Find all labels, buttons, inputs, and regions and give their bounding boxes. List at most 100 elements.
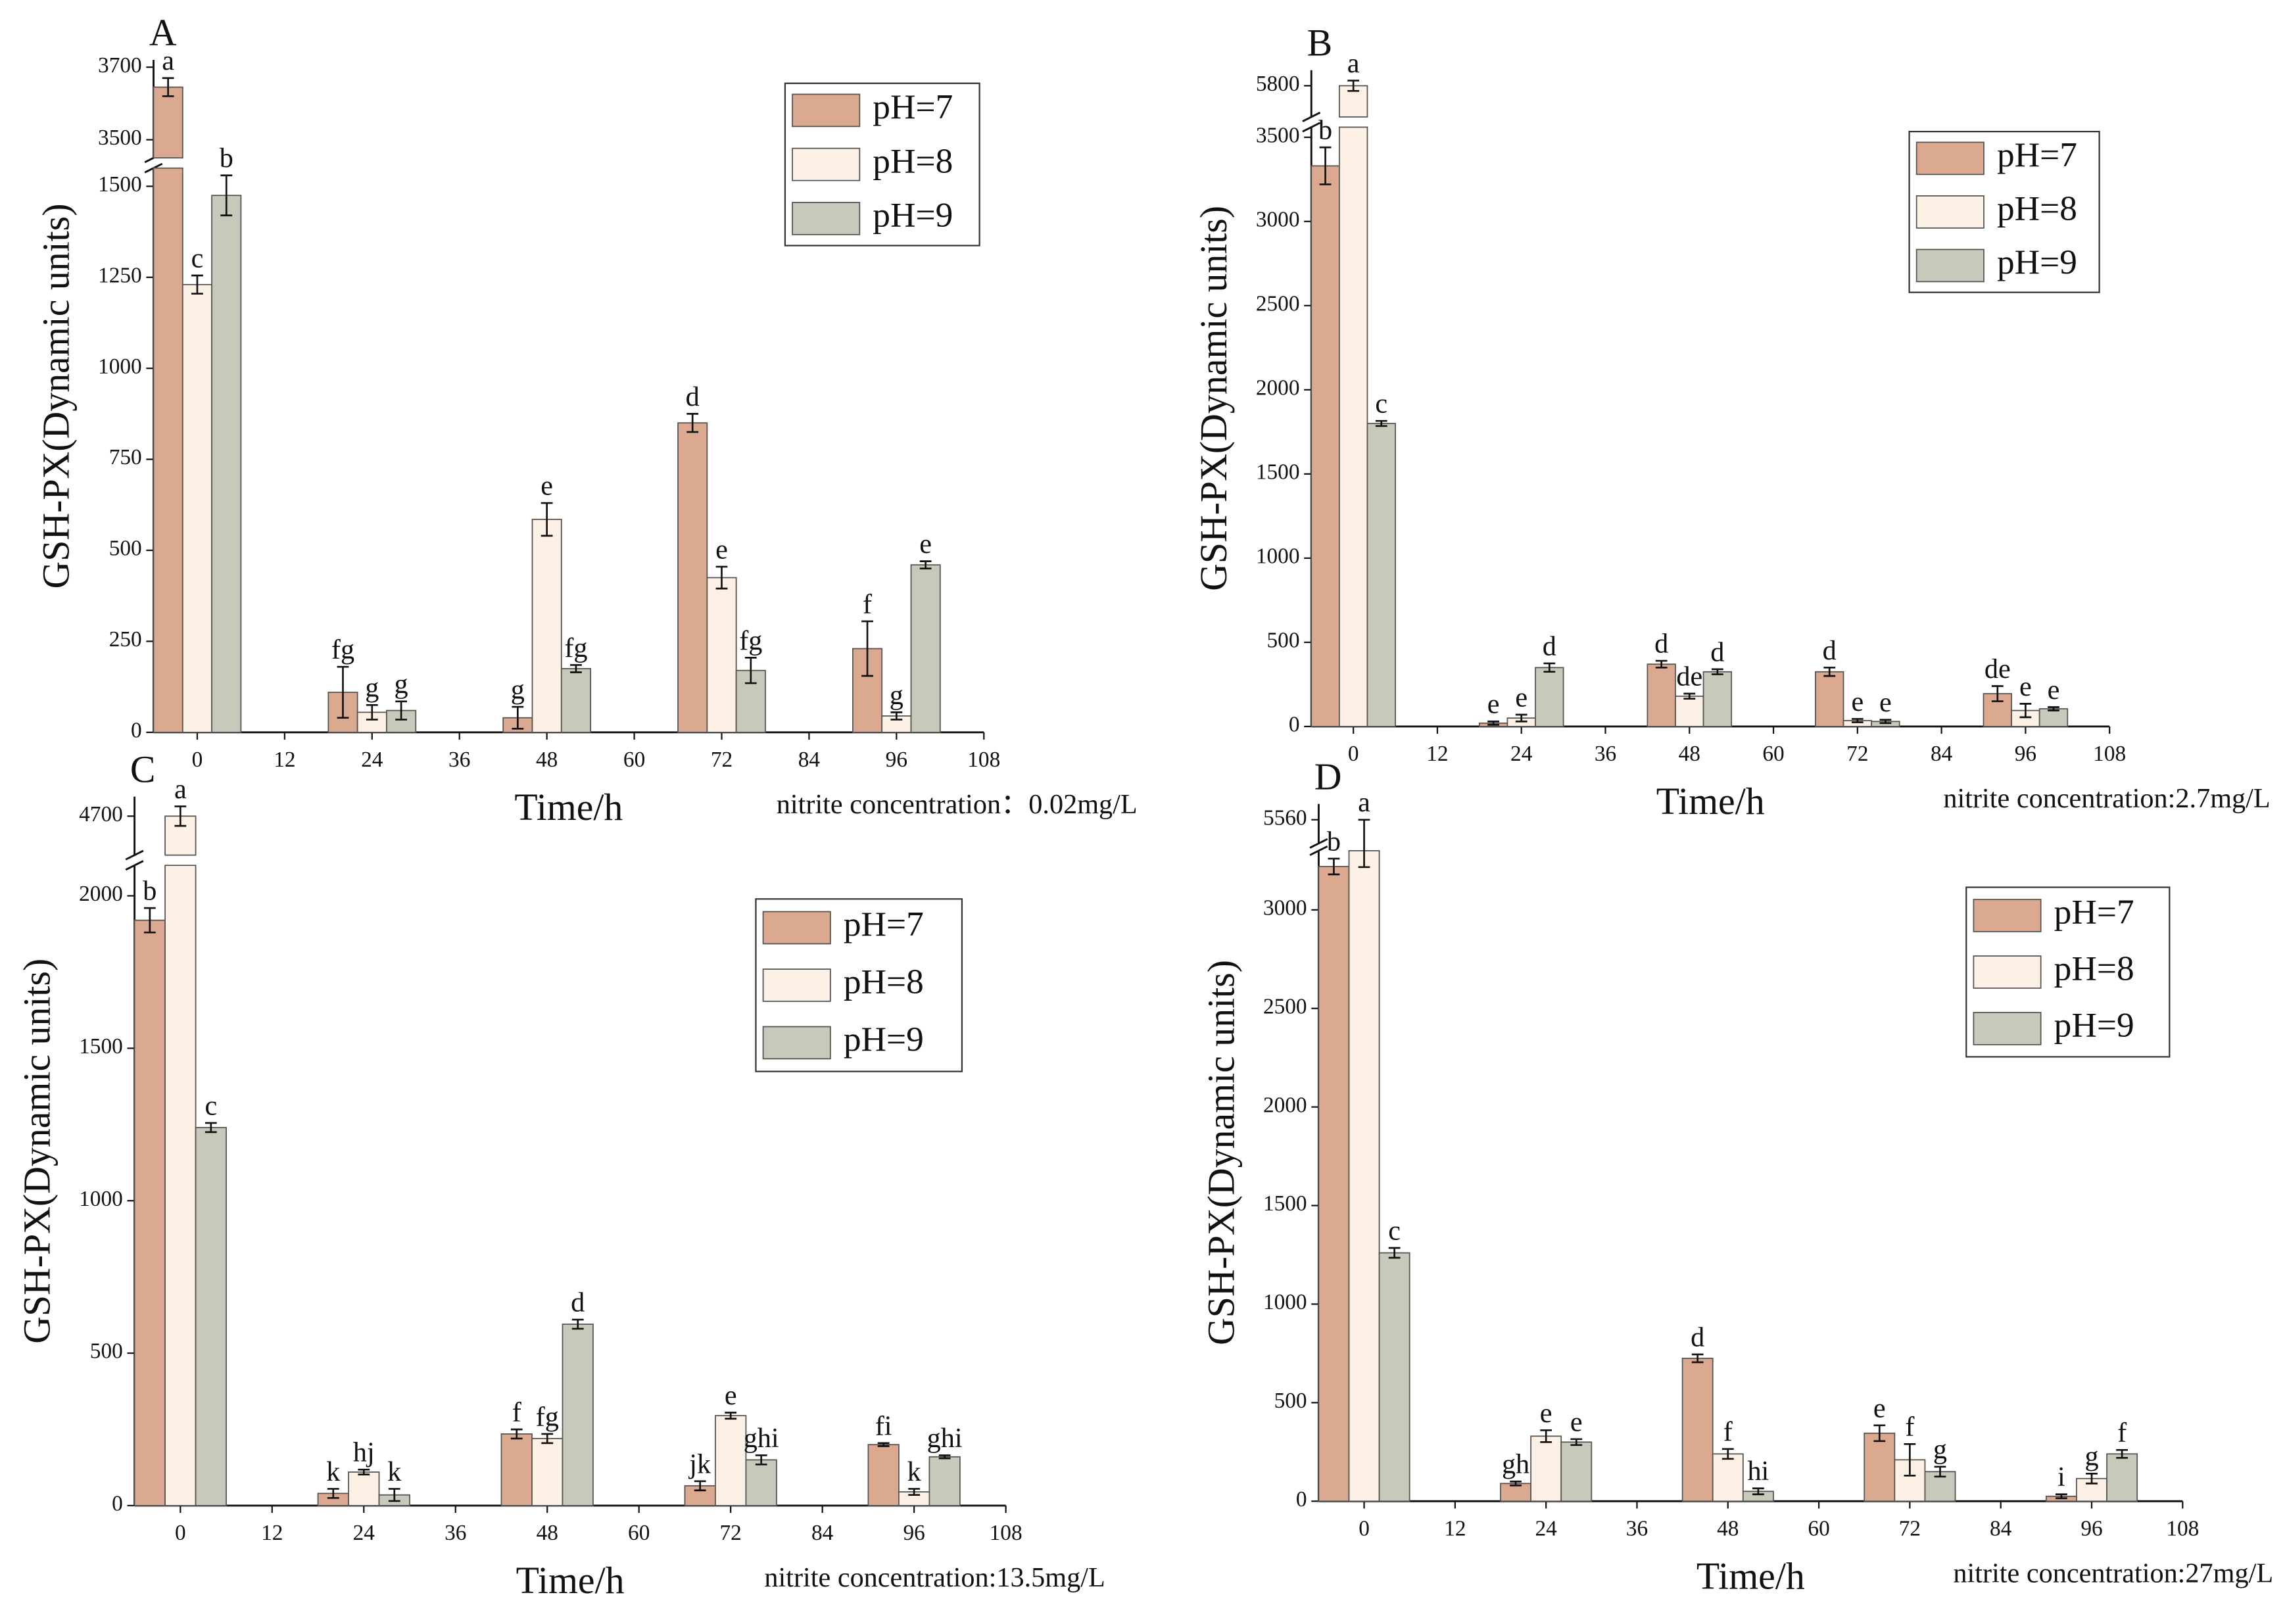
y-tick-label: 3700 <box>98 53 142 78</box>
panel-label: A <box>149 11 177 54</box>
panel-label: D <box>1314 755 1342 798</box>
y-tick-label: 1500 <box>98 172 142 197</box>
x-axis-label: Time/h <box>1696 1555 1805 1598</box>
y-tick-label: 500 <box>1266 629 1299 653</box>
x-tick-label: 12 <box>1444 1516 1466 1540</box>
legend-swatch <box>762 1026 831 1060</box>
letter-label: e <box>1873 1393 1886 1423</box>
y-tick-label: 1500 <box>1256 460 1300 485</box>
y-tick-label: 0 <box>112 1492 123 1516</box>
legend-label: pH=8 <box>1997 189 2077 228</box>
letter-label: e <box>715 534 728 565</box>
bar-part <box>1318 866 1350 1502</box>
legend-swatch <box>762 968 831 1002</box>
bar <box>1681 1358 1714 1502</box>
y-tick-label: 5560 <box>1263 805 1307 830</box>
x-tick-label: 72 <box>720 1521 742 1545</box>
x-axis-label: Time/h <box>514 786 623 828</box>
y-tick-label: 2500 <box>1263 994 1307 1018</box>
letter-label: e <box>1879 687 1892 718</box>
bar-part <box>1338 126 1368 727</box>
x-tick-label: 60 <box>628 1521 650 1545</box>
y-tick-label: 1000 <box>1256 544 1300 569</box>
y-tick-label: 2500 <box>1256 291 1300 316</box>
y-axis-label: GSH-PX(Dynamic units) <box>1192 206 1235 591</box>
bar-part <box>2038 708 2069 727</box>
x-tick-label: 72 <box>1899 1516 1921 1540</box>
letter-label: jk <box>688 1448 711 1479</box>
bar-part <box>1378 1252 1410 1502</box>
y-tick-label: 3500 <box>98 126 142 150</box>
x-tick-label: 60 <box>1808 1516 1829 1540</box>
bar-part <box>677 422 708 733</box>
x-tick-label: 0 <box>1359 1516 1370 1540</box>
legend-swatch <box>762 911 831 945</box>
bar <box>1815 671 1844 727</box>
bar-part <box>2106 1453 2138 1502</box>
bar-part <box>562 1324 594 1506</box>
bar <box>1560 1441 1593 1502</box>
letter-label: g <box>1933 1434 1947 1465</box>
letter-label: f <box>1905 1412 1915 1443</box>
letter-label: c <box>1375 389 1387 419</box>
letter-label: f <box>863 588 873 619</box>
legend-swatch <box>1915 249 1984 283</box>
letter-label: k <box>907 1456 922 1487</box>
x-tick-label: 36 <box>1595 742 1616 766</box>
legend-label: pH=7 <box>873 87 953 126</box>
x-tick-label: 72 <box>1846 742 1868 766</box>
y-tick-label: 750 <box>109 445 142 469</box>
bar-part <box>1560 1441 1593 1502</box>
x-axis-label: Time/h <box>1656 780 1765 823</box>
bar <box>1338 85 1368 727</box>
letter-label: a <box>162 45 174 76</box>
bar <box>677 422 708 733</box>
bar-part <box>181 283 212 733</box>
annotation: nitrite concentration:27mg/L <box>1953 1558 2273 1588</box>
legend-label: pH=7 <box>844 904 924 943</box>
x-tick-label: 36 <box>1626 1516 1648 1540</box>
bar <box>715 1415 747 1506</box>
bar-part <box>745 1459 777 1506</box>
annotation: nitrite concentration:2.7mg/L <box>1943 783 2270 814</box>
letter-label: a <box>1347 48 1360 79</box>
legend-swatch <box>1973 955 2042 989</box>
y-tick-label: 0 <box>1289 713 1300 737</box>
bar-part <box>500 1433 533 1506</box>
x-tick-label: 0 <box>1348 742 1359 766</box>
letter-label: g <box>511 675 525 705</box>
letter-label: e <box>919 529 932 560</box>
bar <box>2038 708 2069 727</box>
letter-label: de <box>1676 661 1702 692</box>
x-tick-label: 48 <box>1717 1516 1739 1540</box>
bar-part <box>560 668 592 733</box>
letter-label: d <box>1691 1322 1704 1352</box>
letter-label: e <box>2019 671 2032 702</box>
y-tick-label: 1000 <box>1263 1290 1307 1314</box>
x-tick-label: 60 <box>1762 742 1784 766</box>
legend-label: pH=7 <box>1997 135 2077 174</box>
y-tick-label: 0 <box>1296 1487 1307 1512</box>
x-tick-label: 0 <box>192 748 203 772</box>
letter-label: ghi <box>927 1423 963 1454</box>
letter-label: e <box>1487 689 1500 720</box>
letter-label: i <box>2057 1462 2065 1493</box>
y-tick-label: 3500 <box>1256 123 1300 147</box>
y-tick-label: 500 <box>109 537 142 561</box>
y-tick-label: 3000 <box>1256 207 1300 231</box>
y-tick-label: 250 <box>109 627 142 652</box>
bar-part <box>1712 1453 1744 1502</box>
letter-label: b <box>1327 826 1341 857</box>
bar-part <box>1702 671 1733 727</box>
annotation: nitrite concentration:13.5mg/L <box>764 1562 1105 1593</box>
x-tick-label: 84 <box>1931 742 1953 766</box>
y-tick-label: 0 <box>131 718 142 742</box>
letter-label: fg <box>564 633 587 663</box>
bar-part <box>164 865 197 1506</box>
axis-break <box>1302 111 1321 122</box>
letter-label: k <box>326 1456 341 1487</box>
annotation: nitrite concentration：0.02mg/L <box>777 789 1138 820</box>
bar-part <box>1311 165 1340 727</box>
letter-label: c <box>204 1090 217 1121</box>
letter-label: fg <box>536 1401 559 1432</box>
